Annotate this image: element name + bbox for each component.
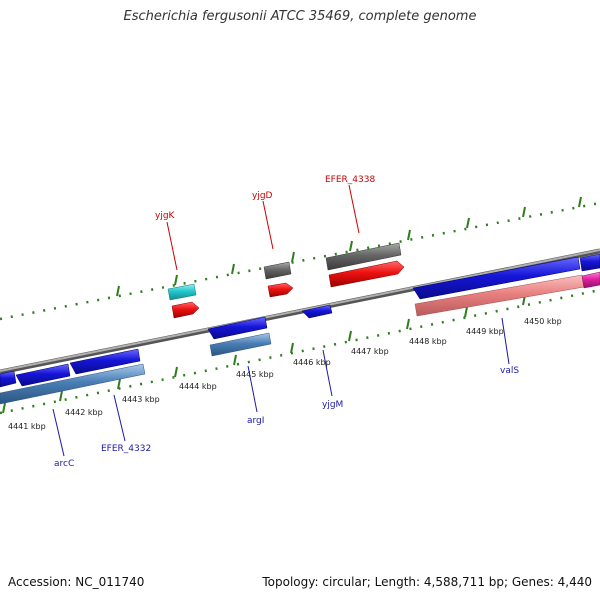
genome-backbone [0,248,600,375]
gene-label-arcC: arcC [54,459,74,469]
tick-label-4448: 4448 kbp [409,337,447,346]
tick-label-4450: 4450 kbp [524,317,562,326]
gene-valS[interactable] [412,253,600,317]
topology-text: Topology: circular; Length: 4,588,711 bp… [262,575,592,589]
gene-labels: yjgK yjgD EFER_4338 arcC EFER_4332 argI … [54,175,519,469]
tick-label-4445: 4445 kbp [236,370,274,379]
gene-yjgD[interactable] [263,261,294,298]
gene-EFER_4332[interactable] [69,348,141,375]
gene-label-argI: argI [247,416,264,426]
gene-EFER_4338[interactable] [325,242,405,288]
tick-label-4446: 4446 kbp [293,358,331,367]
gene-yjgM[interactable] [301,304,333,319]
tick-label-4442: 4442 kbp [65,408,103,417]
tick-label-4447: 4447 kbp [351,347,389,356]
gene-yjgK[interactable] [167,283,200,319]
tick-label-4449: 4449 kbp [466,327,504,336]
gene-label-yjgM: yjgM [322,400,343,410]
map-title: Escherichia fergusonii ATCC 35469, compl… [123,9,477,24]
tick-label-4441: 4441 kbp [8,422,46,431]
tick-label-4444: 4444 kbp [179,382,217,391]
tick-labels: 4441 kbp 4442 kbp 4443 kbp 4444 kbp 4445… [8,317,562,431]
tick-label-4443: 4443 kbp [122,395,160,404]
gene-label-EFER_4338: EFER_4338 [325,175,375,185]
gene-argI[interactable] [207,316,272,357]
gene-label-yjgD: yjgD [252,191,273,201]
accession-text: Accession: NC_011740 [8,575,145,589]
label-leaders [52,184,510,457]
gene-label-valS: valS [500,366,519,376]
forward-tick-track [0,196,600,321]
gene-label-yjgK: yjgK [155,211,176,221]
gene-arcC[interactable] [0,363,146,405]
gene-label-EFER_4332: EFER_4332 [101,444,151,454]
